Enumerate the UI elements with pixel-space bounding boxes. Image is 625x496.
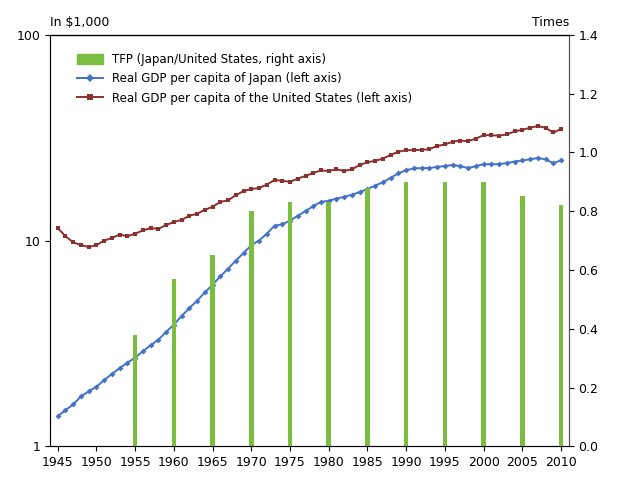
Bar <box>404 182 409 446</box>
Bar <box>481 182 486 446</box>
Bar <box>365 187 370 446</box>
Legend: TFP (Japan/United States, right axis), Real GDP per capita of Japan (left axis),: TFP (Japan/United States, right axis), R… <box>77 53 412 105</box>
Bar <box>442 182 448 446</box>
Bar <box>171 279 176 446</box>
Bar <box>520 196 524 446</box>
Bar <box>249 211 254 446</box>
Text: Times: Times <box>531 15 569 29</box>
Bar <box>210 255 215 446</box>
Bar <box>133 335 138 446</box>
Text: In $1,000: In $1,000 <box>50 15 109 29</box>
Bar <box>326 202 331 446</box>
Bar <box>288 202 292 446</box>
Bar <box>559 205 563 446</box>
